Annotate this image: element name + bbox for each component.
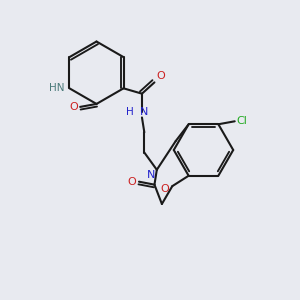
- Text: N: N: [147, 170, 155, 180]
- Text: O: O: [69, 102, 78, 112]
- Text: O: O: [160, 184, 169, 194]
- Text: HN: HN: [49, 83, 64, 93]
- Text: H: H: [126, 107, 134, 117]
- Text: Cl: Cl: [236, 116, 247, 126]
- Text: N: N: [140, 107, 148, 117]
- Text: O: O: [128, 177, 136, 187]
- Text: O: O: [156, 71, 165, 81]
